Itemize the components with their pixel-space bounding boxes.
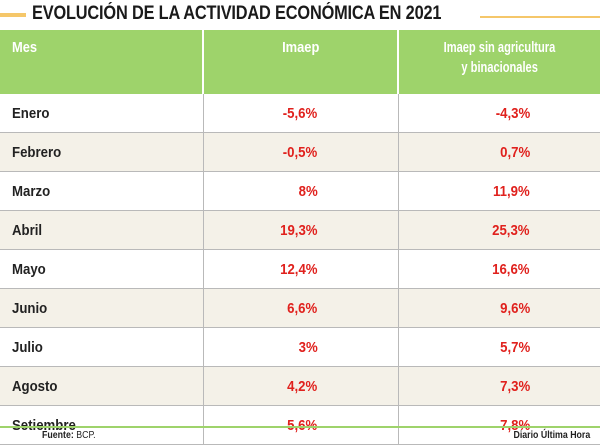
cell-imaep-sin: 5,7%: [398, 327, 600, 367]
publisher-credit: Diario Última Hora: [513, 430, 590, 441]
source-value: BCP.: [76, 430, 96, 441]
table-row: Agosto 4,2% 7,3%: [0, 366, 600, 406]
cell-imaep-sin: 16,6%: [398, 249, 600, 289]
cell-imaep-sin: -4,3%: [398, 94, 600, 133]
table-row: Marzo 8% 11,9%: [0, 171, 600, 211]
table-row: Febrero -0,5% 0,7%: [0, 132, 600, 172]
source-label: Fuente:: [42, 430, 74, 441]
cell-imaep-sin: 25,3%: [398, 210, 600, 250]
table-row: Abril 19,3% 25,3%: [0, 210, 600, 250]
cell-mes: Agosto: [0, 366, 204, 406]
cell-imaep: 6,6%: [203, 288, 399, 328]
cell-imaep: -5,6%: [203, 94, 399, 133]
cell-mes: Julio: [0, 327, 204, 367]
cell-mes: Abril: [0, 210, 204, 250]
page-title: EVOLUCIÓN DE LA ACTIVIDAD ECONÓMICA EN 2…: [32, 3, 442, 24]
cell-mes: Mayo: [0, 249, 204, 289]
title-area: EVOLUCIÓN DE LA ACTIVIDAD ECONÓMICA EN 2…: [0, 0, 600, 30]
title-accent-bar: [0, 13, 26, 17]
cell-imaep-sin: 0,7%: [398, 132, 600, 172]
cell-mes: Marzo: [0, 171, 204, 211]
cell-imaep: 4,2%: [203, 366, 399, 406]
cell-mes: Enero: [0, 94, 204, 133]
table-header: Mes Imaep Imaep sin agricultura y binacio…: [0, 30, 600, 94]
bottom-rule: [0, 426, 600, 428]
cell-imaep-sin: 7,8%: [398, 405, 600, 445]
table-row: Junio 6,6% 9,6%: [0, 288, 600, 328]
header-line-2: y binacionales: [461, 59, 538, 76]
cell-mes: Setiembre: [0, 405, 204, 445]
table-body: Enero -5,6% -4,3% Febrero -0,5% 0,7% Mar…: [0, 94, 600, 445]
column-header-imaep: Imaep: [203, 30, 399, 94]
cell-mes: Febrero: [0, 132, 204, 172]
cell-imaep: 3%: [203, 327, 399, 367]
cell-imaep-sin: 11,9%: [398, 171, 600, 211]
cell-imaep: 19,3%: [203, 210, 399, 250]
table-row: Enero -5,6% -4,3%: [0, 94, 600, 133]
title-accent-line: [480, 16, 600, 18]
footer: Fuente: BCP. Diario Última Hora: [0, 430, 600, 445]
cell-imaep-sin: 7,3%: [398, 366, 600, 406]
header-line-1: Imaep sin agricultura: [443, 39, 556, 56]
cell-imaep: 5,6%: [203, 405, 399, 445]
table-row: Julio 3% 5,7%: [0, 327, 600, 367]
header-row: Mes Imaep Imaep sin agricultura y binacio…: [0, 30, 600, 94]
cell-imaep: -0,5%: [203, 132, 399, 172]
cell-mes: Junio: [0, 288, 204, 328]
table-row: Setiembre 5,6% 7,8%: [0, 405, 600, 445]
column-header-mes: Mes: [0, 30, 204, 94]
column-header-imaep-sin: Imaep sin agricultura y binacionales: [398, 30, 600, 94]
source-note: Fuente: BCP.: [42, 430, 96, 441]
cell-imaep: 8%: [203, 171, 399, 211]
data-table: Mes Imaep Imaep sin agricultura y binacio…: [0, 30, 600, 445]
cell-imaep-sin: 9,6%: [398, 288, 600, 328]
cell-imaep: 12,4%: [203, 249, 399, 289]
table-row: Mayo 12,4% 16,6%: [0, 249, 600, 289]
